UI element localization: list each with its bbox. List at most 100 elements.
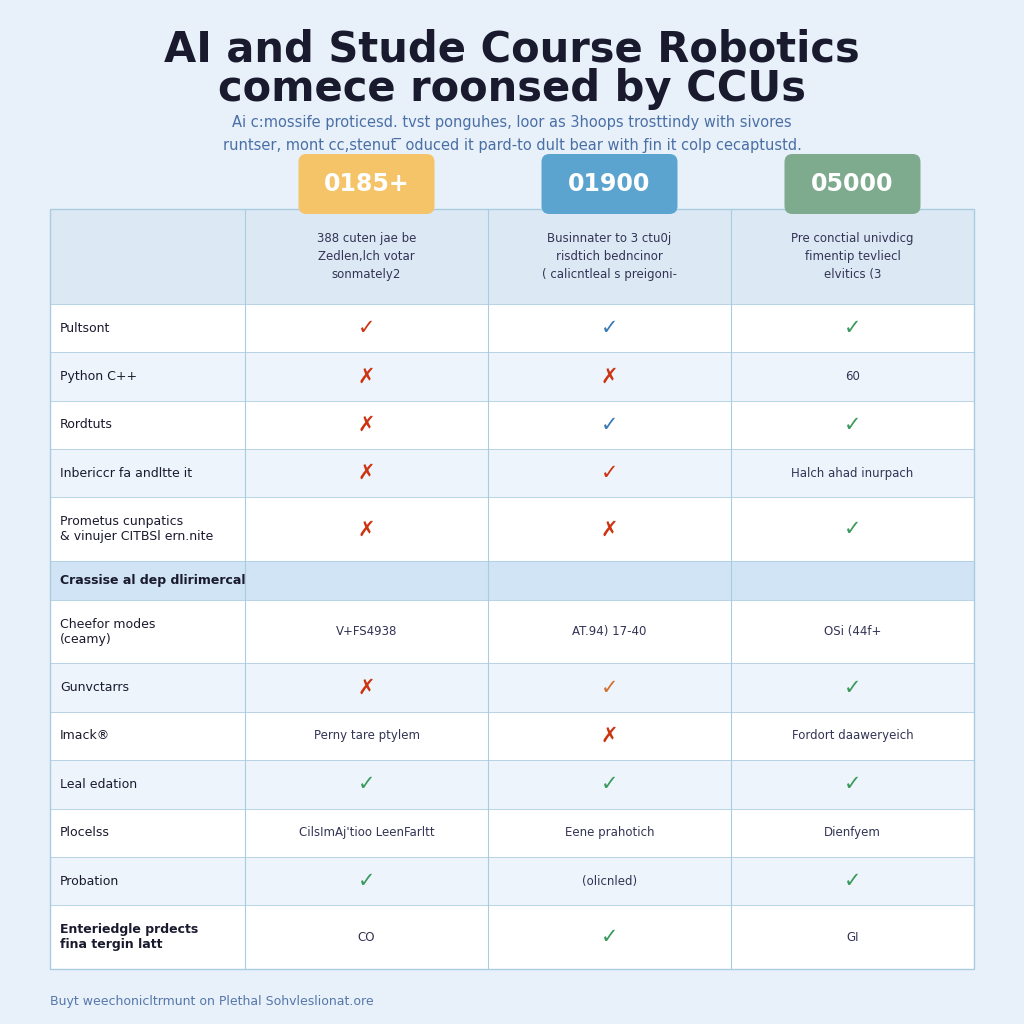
Bar	[245, 450, 488, 498]
Text: CO: CO	[357, 931, 375, 944]
Bar	[731, 600, 974, 664]
Bar	[488, 561, 731, 600]
Bar	[245, 905, 488, 969]
Text: ✓: ✓	[844, 415, 861, 435]
Bar	[245, 809, 488, 857]
Text: Buyt weechonicltrmunt on Plethal Sohvleslionat.ore: Buyt weechonicltrmunt on Plethal Sohvles…	[50, 995, 374, 1009]
Bar	[245, 561, 488, 600]
Bar	[731, 712, 974, 760]
Bar	[245, 352, 488, 400]
Bar	[245, 664, 488, 712]
Text: ✗: ✗	[601, 367, 618, 386]
Text: ✗: ✗	[357, 519, 375, 540]
Bar	[488, 304, 731, 352]
Text: Python C++: Python C++	[60, 370, 137, 383]
Text: 05000: 05000	[811, 172, 894, 196]
Bar	[488, 209, 731, 304]
Text: 0185+: 0185+	[324, 172, 410, 196]
Text: ✓: ✓	[601, 774, 618, 795]
Bar	[488, 712, 731, 760]
Text: (olicnled): (olicnled)	[582, 874, 637, 888]
Text: Dienfyem: Dienfyem	[824, 826, 881, 840]
Bar	[731, 498, 974, 561]
Text: Probation: Probation	[60, 874, 119, 888]
FancyBboxPatch shape	[542, 154, 678, 214]
Bar	[50, 450, 245, 498]
Text: ✓: ✓	[844, 519, 861, 540]
Text: Gunvctarrs: Gunvctarrs	[60, 681, 129, 694]
Text: ✓: ✓	[601, 415, 618, 435]
Bar	[731, 809, 974, 857]
Text: ✗: ✗	[601, 519, 618, 540]
Bar	[731, 304, 974, 352]
Bar	[50, 352, 245, 400]
Text: Businnater to 3 ctu0j
risdtich bedncinor
( calicntleal s preigoni-: Businnater to 3 ctu0j risdtich bedncinor…	[542, 232, 677, 281]
Text: Inbericcr fa andltte it: Inbericcr fa andltte it	[60, 467, 193, 480]
Bar	[731, 209, 974, 304]
Bar	[50, 600, 245, 664]
Bar	[50, 664, 245, 712]
Bar	[245, 600, 488, 664]
Bar	[50, 809, 245, 857]
Text: 60: 60	[845, 370, 860, 383]
Bar	[50, 712, 245, 760]
Bar	[50, 760, 245, 809]
Bar	[50, 561, 245, 600]
Bar	[50, 857, 245, 905]
Bar	[50, 498, 245, 561]
Text: Pre conctial univdicg
fimentip tevliecl
elvitics (3: Pre conctial univdicg fimentip tevliecl …	[792, 232, 913, 281]
Text: Fordort daaweryeich: Fordort daaweryeich	[792, 729, 913, 742]
Bar	[488, 905, 731, 969]
Text: Pultsont: Pultsont	[60, 322, 111, 335]
Bar	[245, 209, 488, 304]
FancyBboxPatch shape	[784, 154, 921, 214]
Text: ✓: ✓	[844, 318, 861, 338]
Text: 388 cuten jae be
Zedlen,lch votar
sonmately2: 388 cuten jae be Zedlen,lch votar sonmat…	[316, 232, 416, 281]
Bar	[50, 209, 974, 969]
Bar	[731, 400, 974, 450]
Bar	[488, 352, 731, 400]
Text: Cheefor modes
(ceamy): Cheefor modes (ceamy)	[60, 617, 156, 645]
Text: ✓: ✓	[601, 463, 618, 483]
FancyBboxPatch shape	[299, 154, 434, 214]
Text: comece roonsed by CCUs: comece roonsed by CCUs	[218, 68, 806, 110]
Bar	[731, 760, 974, 809]
Bar	[245, 760, 488, 809]
Bar	[50, 905, 245, 969]
Text: Halch ahad inurpach: Halch ahad inurpach	[792, 467, 913, 480]
Bar	[245, 712, 488, 760]
Bar	[488, 450, 731, 498]
Text: AT.94) 17-40: AT.94) 17-40	[572, 625, 647, 638]
Bar	[731, 905, 974, 969]
Bar	[731, 664, 974, 712]
Text: Eene prahotich: Eene prahotich	[565, 826, 654, 840]
Text: ✓: ✓	[601, 318, 618, 338]
Text: ✗: ✗	[357, 367, 375, 386]
Text: Enteriedgle prdects
fina tergin latt: Enteriedgle prdects fina tergin latt	[60, 923, 199, 951]
Text: Imack®: Imack®	[60, 729, 111, 742]
Bar	[245, 857, 488, 905]
Bar	[488, 600, 731, 664]
Text: ✓: ✓	[601, 927, 618, 947]
Bar	[50, 304, 245, 352]
Text: Prometus cunpatics
& vinujer CITBSl ern.nite: Prometus cunpatics & vinujer CITBSl ern.…	[60, 515, 213, 544]
Bar	[731, 450, 974, 498]
Text: ✓: ✓	[844, 678, 861, 697]
Bar	[488, 498, 731, 561]
Text: ✗: ✗	[357, 678, 375, 697]
Bar	[731, 352, 974, 400]
Text: CilsImAj'tioo LeenFarltt: CilsImAj'tioo LeenFarltt	[299, 826, 434, 840]
Text: Rordtuts: Rordtuts	[60, 419, 113, 431]
Text: ✓: ✓	[601, 678, 618, 697]
Bar	[245, 400, 488, 450]
Bar	[245, 304, 488, 352]
Text: AI and Stude Course Robotics: AI and Stude Course Robotics	[164, 28, 860, 70]
Text: ✗: ✗	[601, 726, 618, 745]
Text: Perny tare ptylem: Perny tare ptylem	[313, 729, 420, 742]
Text: Plocelss: Plocelss	[60, 826, 110, 840]
Bar	[488, 809, 731, 857]
Text: ✓: ✓	[357, 871, 375, 891]
Text: ✓: ✓	[357, 318, 375, 338]
Text: ✗: ✗	[357, 415, 375, 435]
Bar	[488, 760, 731, 809]
